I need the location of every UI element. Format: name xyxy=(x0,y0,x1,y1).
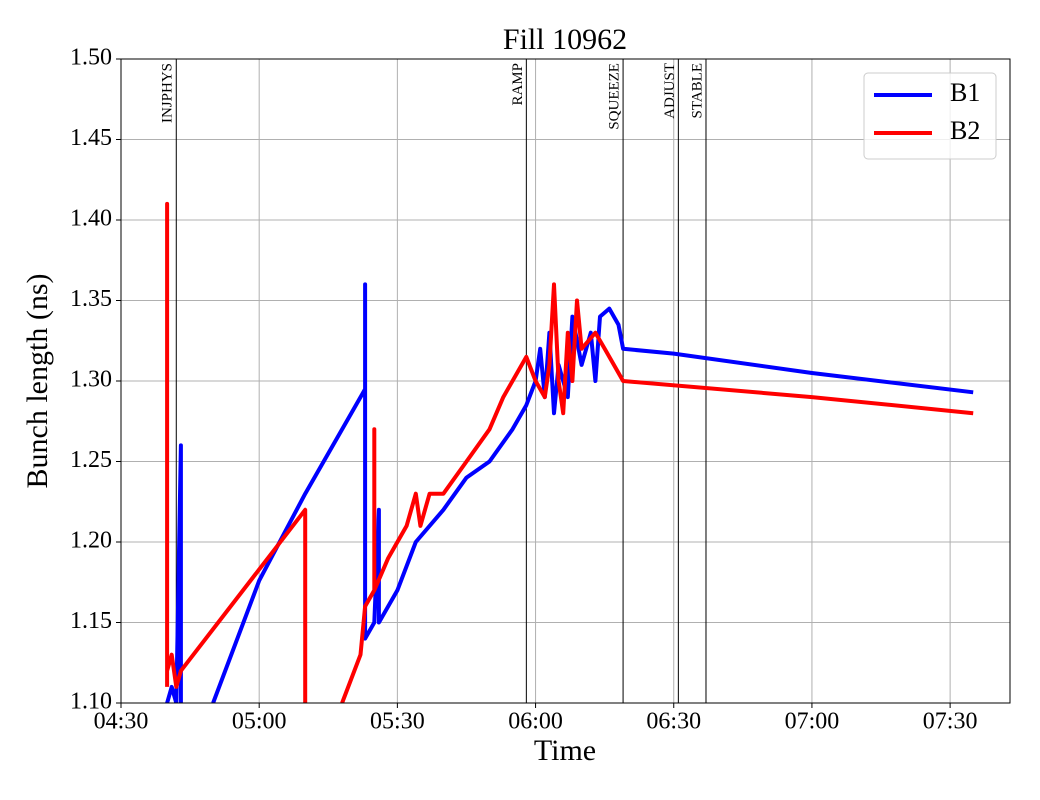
legend-label: B2 xyxy=(950,116,980,145)
y-tick-label: 1.30 xyxy=(70,367,112,393)
event-label: RAMP xyxy=(510,63,526,106)
legend-label: B1 xyxy=(950,78,980,107)
y-tick-label: 1.20 xyxy=(70,528,112,554)
x-tick-label: 05:30 xyxy=(370,709,425,735)
x-tick-label: 05:00 xyxy=(232,709,287,735)
y-tick-label: 1.25 xyxy=(70,447,112,473)
x-tick-label: 06:30 xyxy=(646,709,701,735)
y-tick-label: 1.40 xyxy=(70,206,112,232)
x-tick-label: 04:30 xyxy=(94,709,149,735)
plot-frame xyxy=(120,58,1011,704)
plot-area xyxy=(165,201,974,703)
event-label: SQUEEZE xyxy=(607,63,623,130)
y-tick-label: 1.15 xyxy=(70,608,112,634)
y-tick-label: 1.45 xyxy=(70,125,112,151)
y-tick-label: 1.35 xyxy=(70,286,112,312)
x-axis-label: Time xyxy=(534,734,596,767)
series-line xyxy=(165,201,974,703)
y-axis-label: Bunch length (ns) xyxy=(21,274,54,489)
event-label: ADJUST xyxy=(662,63,678,119)
x-tick-label: 07:00 xyxy=(785,709,840,735)
event-label: STABLE xyxy=(689,63,705,118)
y-tick-label: 1.50 xyxy=(70,45,112,71)
chart-title: Fill 10962 xyxy=(503,23,627,56)
x-tick-label: 07:30 xyxy=(923,709,978,735)
y-tick-label: 1.10 xyxy=(70,689,112,715)
x-tick-label: 06:00 xyxy=(508,709,563,735)
event-label: INJPHYS xyxy=(160,63,176,123)
